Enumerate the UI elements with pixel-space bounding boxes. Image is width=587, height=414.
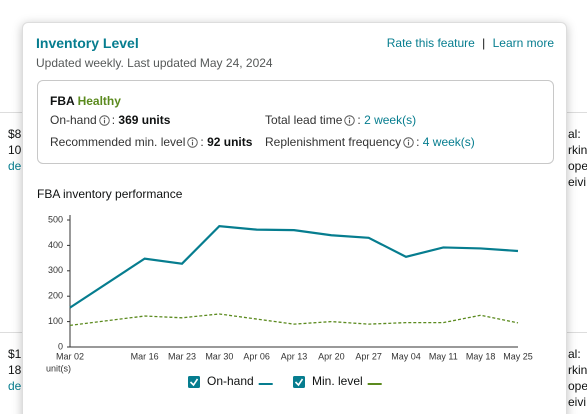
legend-check (294, 378, 304, 387)
delimiter: : (200, 135, 204, 149)
background-text: $8 (8, 127, 22, 141)
x-tick-label: May 04 (391, 351, 421, 361)
x-tick-label: May 11 (429, 351, 458, 361)
info-icon[interactable] (403, 137, 414, 148)
y-unit: unit(s) (46, 363, 71, 373)
delimiter: : (357, 113, 361, 127)
field-value: 92 units (207, 135, 253, 149)
series-line (69, 313, 519, 327)
status: Healthy (77, 94, 121, 108)
info-icon[interactable] (187, 137, 199, 148)
field: Replenishment frequency: 4 week(s) (265, 135, 475, 149)
field-label: Replenishment frequency (265, 135, 402, 149)
field-label: Recommended min. level (50, 135, 186, 149)
separator: | (482, 36, 486, 50)
field-label: On-hand (50, 113, 97, 127)
background-text: eivi (568, 395, 587, 409)
legend-checkbox (293, 376, 305, 388)
x-tick-label: Apr 13 (281, 351, 308, 361)
subtitle: Updated weekly. Last updated May 24, 202… (36, 56, 273, 70)
info-icon[interactable] (344, 115, 356, 126)
field: Recommended min. level: 92 units (50, 135, 252, 149)
background-text: 10 (8, 143, 22, 157)
delimiter: : (416, 135, 420, 149)
y-tick-label: 500 (48, 214, 63, 224)
legend-check (189, 378, 199, 387)
background-text[interactable]: de (8, 159, 22, 173)
field: On-hand: 369 units (50, 113, 170, 127)
y-tick-label: 200 (48, 291, 63, 301)
health: FBA Healthy (50, 94, 121, 108)
background-text: ope (568, 379, 587, 393)
popover (22, 22, 567, 414)
x-tick-label: Apr 27 (355, 351, 382, 361)
title: Inventory Level (36, 35, 139, 51)
legend-checkbox (188, 376, 200, 388)
background-text: rkin (568, 143, 587, 157)
background-text: $1 (8, 347, 22, 361)
field-value: 2 week(s) (364, 113, 417, 127)
x-tick-label: Mar 02 (56, 351, 84, 361)
background-text: rkin (568, 363, 587, 377)
field-value: 4 week(s) (422, 135, 475, 149)
info-icon[interactable] (98, 115, 110, 126)
background-text: 18 (8, 363, 22, 377)
link[interactable]: Learn more (492, 36, 554, 50)
x-tick-label: May 25 (503, 351, 533, 361)
background-text[interactable]: de (8, 379, 22, 393)
legend-label: Min. level (312, 374, 363, 388)
y-tick-label: 0 (58, 341, 63, 351)
y-tick-label: 300 (48, 265, 63, 275)
y-tick-label: 100 (48, 316, 63, 326)
summary-box (37, 80, 554, 164)
series-line (69, 224, 519, 309)
x-tick-label: Apr 20 (318, 351, 345, 361)
program: FBA (50, 94, 75, 108)
x-tick-label: Mar 16 (131, 351, 159, 361)
field-label: Total lead time (265, 113, 343, 127)
background-text: eivi (568, 175, 587, 189)
background-text: ope (568, 159, 587, 173)
x-tick-label: Mar 30 (205, 351, 233, 361)
y-tick-label: 400 (48, 240, 63, 250)
links: Rate this feature | Learn more (387, 36, 554, 50)
chart-title: FBA inventory performance (37, 187, 183, 201)
delimiter: : (111, 113, 116, 127)
x-tick-label: Mar 23 (168, 351, 196, 361)
background-text: al: (568, 347, 581, 361)
background-text: al: (568, 127, 581, 141)
field: Total lead time: 2 week(s) (265, 113, 416, 127)
x-tick-label: Apr 06 (243, 351, 270, 361)
legend-label: On-hand (207, 374, 254, 388)
field-value: 369 units (118, 113, 171, 127)
link[interactable]: Rate this feature (386, 36, 475, 50)
x-tick-label: May 18 (466, 351, 496, 361)
